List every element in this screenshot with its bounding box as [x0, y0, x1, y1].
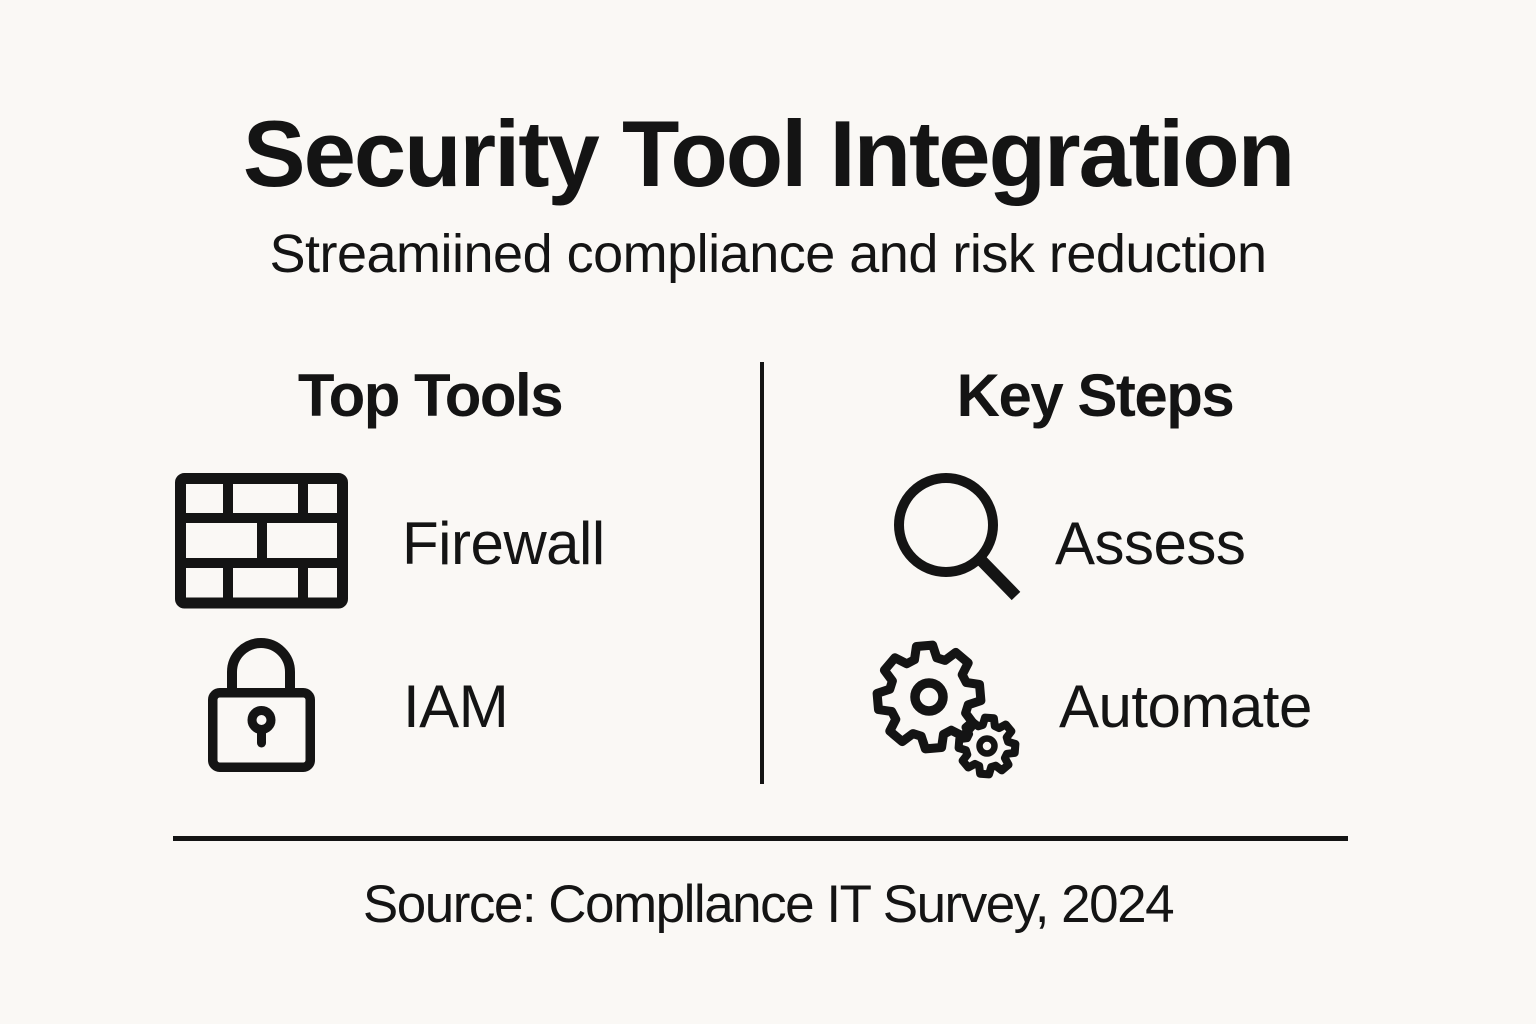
right-column-heading: Key Steps: [956, 362, 1235, 429]
large-gear: [872, 640, 986, 754]
large-gear-hub: [910, 678, 948, 716]
right-item-label-automate: Automate: [1059, 673, 1312, 740]
page-subtitle: Streamiined compliance and risk reductio…: [269, 224, 1267, 284]
small-gear-hub: [976, 735, 998, 757]
column-divider: [760, 362, 764, 784]
left-item-label-firewall: Firewall: [402, 510, 605, 577]
page-title: Security Tool Integration: [242, 101, 1295, 206]
right-item-label-assess: Assess: [1055, 510, 1246, 577]
magnifying-glass-icon: [894, 473, 1021, 601]
gears-icon: [872, 640, 1020, 779]
left-column-heading: Top Tools: [297, 362, 564, 429]
padlock-icon: [208, 638, 315, 772]
left-item-label-iam: IAM: [403, 673, 509, 740]
footer-divider: [173, 836, 1348, 841]
brick-wall-firewall-icon: [175, 473, 348, 609]
source-note: Source: Compllance IT Survey, 2024: [362, 875, 1175, 934]
small-gear: [954, 713, 1020, 779]
